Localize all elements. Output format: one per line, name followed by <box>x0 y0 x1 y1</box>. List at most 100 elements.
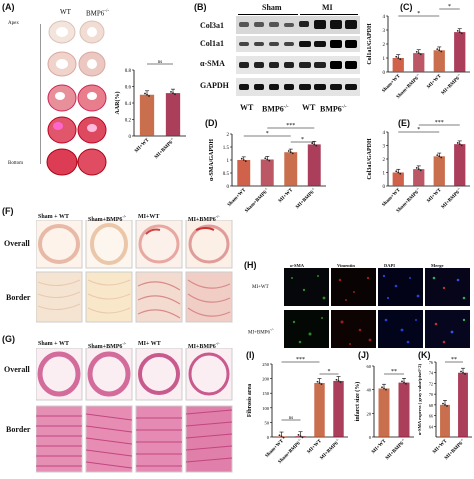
chart-C-tick-label: 4 <box>383 15 386 20</box>
chart-A-point <box>148 95 150 97</box>
g-row-overall: Overall <box>4 365 30 374</box>
chart-C-point <box>440 50 443 53</box>
chart-J-tick-label: 20 <box>367 411 372 416</box>
chart-D-point <box>311 142 314 145</box>
chart-D-bar-3 <box>307 144 321 186</box>
chart-D-bar-0 <box>237 160 251 186</box>
h-row-miwt: MI+WT <box>252 285 269 290</box>
chart-C-cat-0: Sham+WT <box>382 73 403 94</box>
chart-C-point <box>458 31 461 33</box>
chart-K-point <box>464 373 466 375</box>
chart-I-point <box>301 436 304 439</box>
b-blot-image <box>236 16 360 96</box>
chart-J-point <box>385 388 387 391</box>
chart-D-tick-label: 1 <box>227 159 230 164</box>
chart-D-point <box>287 150 290 152</box>
f-col-0: Sham + WT <box>38 214 69 220</box>
chart-I-tick-label: 200 <box>262 377 270 382</box>
h-col-1: Vimentin <box>337 263 355 268</box>
f-row-overall: Overall <box>4 239 30 248</box>
chart-C-point <box>436 48 439 50</box>
b-lane-1: WT <box>240 103 254 112</box>
chart-K-tick-label: 72 <box>429 381 433 386</box>
chart-A-sig-label: ns <box>158 60 163 65</box>
chart-E-point <box>397 171 400 174</box>
chart-J-point <box>381 386 383 389</box>
b-lane-2: BMP6-/- <box>262 104 289 114</box>
b-band-col1a1: Col1a1 <box>200 39 224 48</box>
chart-A-bar-0 <box>139 94 155 136</box>
chart-A-tick-label: 0.4 <box>125 102 132 107</box>
chart-E-point <box>419 169 422 172</box>
g-row-border: Border <box>6 425 31 434</box>
chart-I-cat-3: MI+BMP6-/- <box>318 437 342 461</box>
h-col-3: Merge <box>431 263 444 268</box>
chart-I-point <box>316 380 319 383</box>
chart-I-point <box>278 434 281 437</box>
chart-C-bar-0 <box>392 58 404 72</box>
chart-E-ylabel: Col3a1/GAPDH <box>367 138 373 180</box>
b-band-gapdh: GAPDH <box>200 81 229 90</box>
chart-K-tick-label: 66 <box>429 414 433 419</box>
chart-E-cat-2: MI+WT <box>427 187 444 204</box>
f-images <box>36 220 233 323</box>
chart-I-point <box>337 380 340 382</box>
chart-A-point <box>174 93 176 96</box>
chart-I-tick-label: 100 <box>262 406 270 411</box>
a-col-ko: BMP6-/- <box>86 9 110 18</box>
b-lane-3: WT <box>302 103 316 112</box>
chart-D-point <box>291 152 294 155</box>
panel-label-k: (K) <box>418 350 431 360</box>
chart-E-point <box>440 156 443 159</box>
chart-E-bar-3 <box>454 144 466 186</box>
a-col-wt: WT <box>60 8 71 16</box>
chart-E-point <box>395 170 398 173</box>
chart-E-point <box>417 168 420 171</box>
chart-C-sig-label: * <box>417 11 420 17</box>
chart-J-cat-1: MI+BMP6-/- <box>384 437 408 461</box>
chart-D-point <box>289 151 292 154</box>
chart-A-point <box>146 93 148 96</box>
chart-K-point <box>442 402 444 405</box>
h-row-miko: MI+BMP6-/- <box>248 327 274 336</box>
chart-D-tick-label: 2 <box>227 133 230 138</box>
chart-K-sig-label: ** <box>451 357 457 363</box>
chart-J-bar-0 <box>378 388 390 437</box>
chart-E-tick-label: 0 <box>383 185 386 190</box>
chart-C-point <box>397 57 400 59</box>
chart-E-bar-1 <box>413 169 425 186</box>
chart-D-ylabel: α-SMA/GAPDH <box>209 139 215 181</box>
chart-A-bar-1 <box>165 93 181 136</box>
chart-C-cat-2: MI+WT <box>427 73 444 90</box>
panel-label-j: (J) <box>358 350 369 360</box>
panel-label-f: (F) <box>2 206 14 216</box>
chart-C-tick-label: 1 <box>383 57 386 62</box>
chart-A-tick-label: 0 <box>129 135 132 140</box>
g-col-3: MI+BMP6-/- <box>188 341 220 350</box>
chart-D-tick-label: 0.5 <box>223 172 230 177</box>
chart-C-point <box>460 32 463 35</box>
chart-D-point <box>240 157 243 160</box>
chart-C-point <box>395 55 398 58</box>
chart-J-tick-label: 0 <box>369 435 372 440</box>
chart-D-point <box>264 157 267 160</box>
chart-D-bar-1 <box>260 159 274 186</box>
chart-E-cat-0: Sham+WT <box>382 187 403 208</box>
chart-K-cat-0: MI+WT <box>432 438 449 455</box>
chart-I-point <box>299 435 302 438</box>
chart-D-cat-1: Sham+BMP6-/- <box>243 186 271 214</box>
chart-D-cat-3: MI+BMP6-/- <box>294 186 318 210</box>
chart-E-point <box>399 172 402 175</box>
chart-C-tick-label: 3 <box>383 29 386 34</box>
chart-K-bar-0 <box>440 404 450 437</box>
chart-C-sig-label: * <box>448 4 451 10</box>
chart-E-sig-label: * <box>417 127 420 133</box>
chart-K-point <box>460 370 462 373</box>
panel-label-i: (I) <box>246 350 255 360</box>
chart-I-point <box>339 381 342 384</box>
chart-J-point <box>403 381 405 384</box>
chart-D-point <box>244 160 247 163</box>
